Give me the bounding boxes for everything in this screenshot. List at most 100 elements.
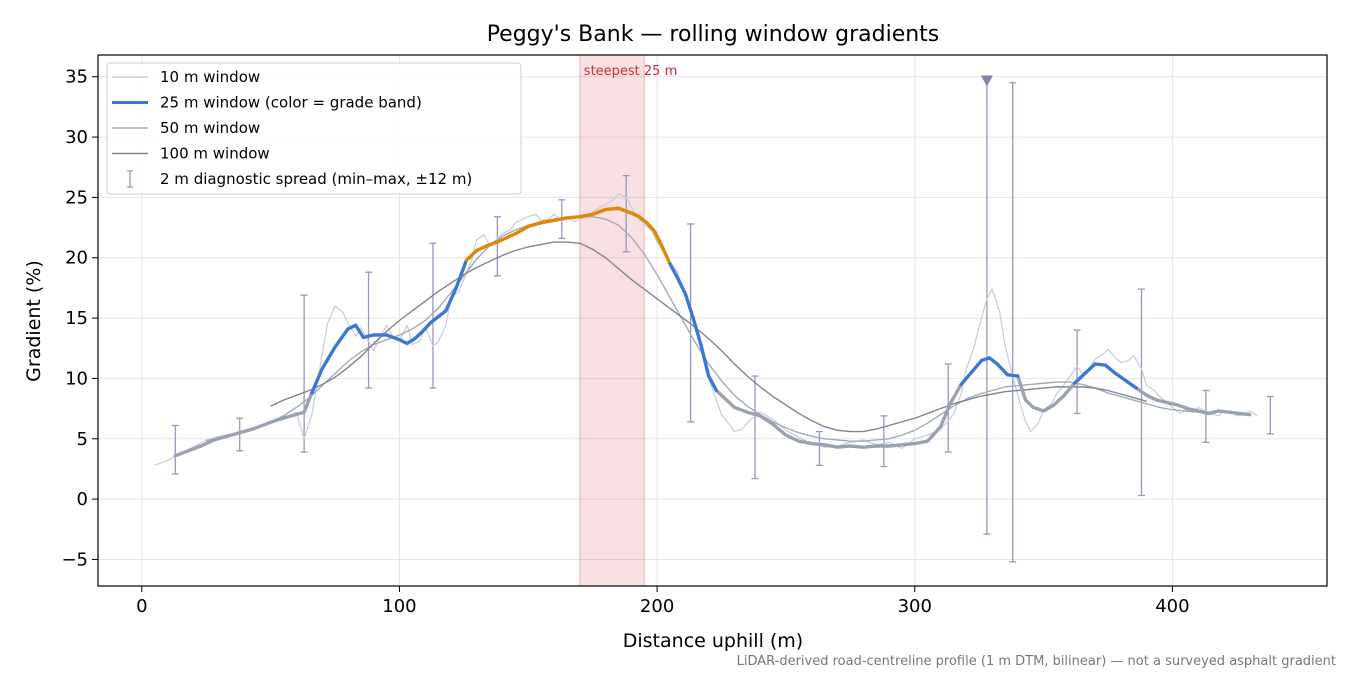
spread-errorbar bbox=[622, 175, 630, 253]
series-25m-segment bbox=[616, 206, 633, 215]
series-25m-segment bbox=[660, 245, 672, 266]
y-tick-label: 25 bbox=[65, 187, 88, 208]
series-25m-segment bbox=[1103, 363, 1118, 376]
series-25m-segment bbox=[959, 370, 974, 387]
series-25m-segment bbox=[310, 367, 324, 395]
series-25m-segment bbox=[333, 327, 350, 349]
spread-errorbar bbox=[493, 216, 501, 277]
spread-errorbar bbox=[1202, 389, 1210, 444]
series-25m-segment bbox=[645, 221, 657, 233]
axis-ticks: 0 100 200 300 400 −5 0 5 10 15 20 25 30 35 bbox=[61, 67, 1189, 617]
legend-entry: 100 m window bbox=[112, 145, 270, 163]
legend-entry: 10 m window bbox=[112, 68, 260, 86]
series-25m-segment bbox=[436, 309, 448, 319]
series-25m-segment bbox=[683, 292, 695, 320]
x-tick-label: 0 bbox=[136, 596, 147, 617]
series-25m-segment bbox=[676, 276, 688, 296]
series-25m-segment bbox=[428, 315, 440, 325]
series-25m-segment bbox=[1124, 379, 1138, 390]
series-25m-segment bbox=[384, 333, 402, 342]
peak-triangle-marker bbox=[980, 75, 993, 87]
series-25m-segment bbox=[444, 286, 458, 313]
series-25m-segment bbox=[1072, 372, 1087, 385]
series-25m-segment bbox=[699, 343, 711, 378]
x-tick-label: 200 bbox=[640, 596, 674, 617]
y-tick-label: 30 bbox=[65, 127, 88, 148]
series-25m-segment bbox=[1093, 362, 1108, 367]
series-25m-segment bbox=[361, 333, 376, 339]
spread-errorbar bbox=[687, 223, 695, 423]
y-tick-label: 5 bbox=[77, 429, 88, 450]
y-tick-label: −5 bbox=[61, 549, 88, 570]
y-tick-label: 0 bbox=[77, 489, 88, 510]
series-25m-segment bbox=[987, 356, 999, 366]
y-tick-label: 20 bbox=[65, 248, 88, 269]
series-25m-segment bbox=[603, 206, 621, 212]
spread-errorbar bbox=[236, 417, 244, 452]
series-25m-segment bbox=[421, 321, 432, 333]
spread-errorbar bbox=[751, 375, 759, 480]
series-25m-segment bbox=[539, 218, 556, 225]
spread-errorbar bbox=[365, 271, 373, 389]
spread-errorbar bbox=[300, 294, 308, 453]
footnote: LiDAR-derived road-centreline profile (1… bbox=[737, 654, 1336, 669]
steepest-band-label: steepest 25 m bbox=[584, 64, 677, 79]
series-25m-segment bbox=[526, 221, 543, 228]
y-tick-label: 35 bbox=[65, 67, 88, 88]
series-25m-segment bbox=[354, 323, 365, 339]
y-tick-label: 10 bbox=[65, 368, 88, 389]
series-line bbox=[154, 193, 1258, 466]
legend: 10 m window 25 m window (color = grade ba… bbox=[106, 62, 522, 195]
series-25m-segment bbox=[591, 207, 608, 216]
spread-errorbar bbox=[1073, 329, 1081, 415]
series-line bbox=[270, 241, 1147, 433]
series-25m-segment bbox=[707, 374, 718, 393]
series-25m-segment bbox=[969, 358, 984, 374]
series-25m-segment bbox=[516, 224, 530, 235]
grid bbox=[98, 55, 1327, 586]
legend-label: 50 m window bbox=[160, 119, 260, 137]
x-tick-label: 300 bbox=[898, 596, 932, 617]
peak-marker bbox=[980, 75, 993, 87]
spread-errorbar bbox=[880, 415, 888, 468]
series-25m-segment bbox=[578, 212, 595, 219]
series-25m-segment bbox=[464, 248, 479, 262]
series-lines bbox=[154, 193, 1258, 466]
series-25m-segment bbox=[668, 262, 680, 280]
legend-label: 25 m window (color = grade band) bbox=[160, 94, 422, 112]
spread-errorbar bbox=[815, 430, 823, 466]
series-25m-segment bbox=[552, 216, 569, 222]
highlight-band: steepest 25 m bbox=[579, 54, 677, 587]
spread-errorbar bbox=[1266, 395, 1274, 435]
series-25m-segment bbox=[506, 230, 520, 239]
y-tick-label: 15 bbox=[65, 308, 88, 329]
series-25m-segment bbox=[1114, 372, 1128, 383]
legend-entry: 50 m window bbox=[112, 119, 260, 137]
series-25m-segment bbox=[691, 316, 703, 347]
series-25m-segment bbox=[995, 362, 1010, 377]
series-25m-segment bbox=[320, 345, 337, 371]
y-axis-label: Gradient (%) bbox=[23, 260, 45, 382]
series-25m-segment bbox=[485, 240, 499, 248]
series-25m-segment bbox=[413, 329, 425, 341]
spread-errorbar bbox=[1009, 82, 1017, 563]
legend-entry: 25 m window (color = grade band) bbox=[112, 94, 422, 112]
legend-entry: 2 m diagnostic spread (min–max, ±12 m) bbox=[127, 170, 472, 188]
legend-label: 100 m window bbox=[160, 145, 270, 163]
series-25m-segment bbox=[565, 215, 582, 220]
series-25m-segment bbox=[475, 244, 489, 253]
series-25m-segment bbox=[495, 235, 510, 244]
spread-errorbar bbox=[429, 242, 437, 389]
series-25m-segment bbox=[1005, 373, 1020, 378]
steepest-band bbox=[579, 54, 645, 587]
spread-errorbar bbox=[171, 424, 179, 475]
x-tick-label: 400 bbox=[1155, 596, 1189, 617]
series-25m-base-line bbox=[173, 206, 1252, 458]
series-25m-segment bbox=[1083, 362, 1097, 376]
series-25m-segment bbox=[637, 215, 649, 225]
chart-title: Peggy's Bank — rolling window gradients bbox=[487, 22, 940, 47]
legend-label: 10 m window bbox=[160, 68, 260, 86]
legend-label: 2 m diagnostic spread (min–max, ±12 m) bbox=[160, 170, 472, 188]
